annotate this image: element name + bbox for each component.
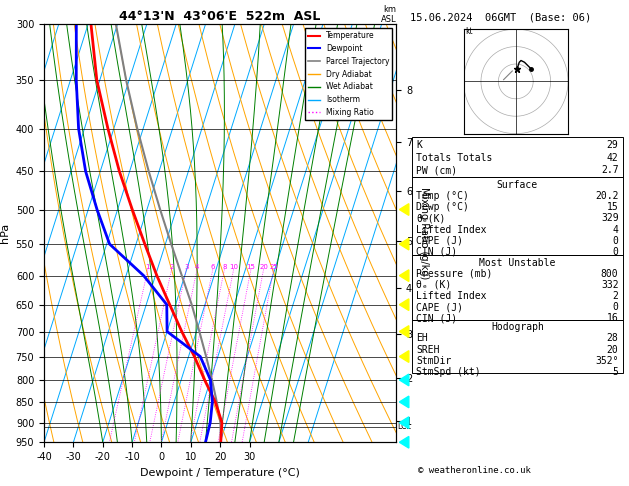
Title: 44°13'N  43°06'E  522m  ASL: 44°13'N 43°06'E 522m ASL (120, 10, 321, 23)
Text: SREH: SREH (416, 345, 440, 355)
Text: 4: 4 (195, 263, 199, 270)
Text: kt: kt (465, 27, 473, 36)
Text: 1: 1 (145, 263, 150, 270)
Text: CIN (J): CIN (J) (416, 247, 457, 257)
Text: 10: 10 (229, 263, 238, 270)
Text: 332: 332 (601, 280, 618, 290)
Text: © weatheronline.co.uk: © weatheronline.co.uk (418, 466, 531, 475)
Text: 28: 28 (607, 333, 618, 344)
Text: PW (cm): PW (cm) (416, 165, 457, 175)
Text: 8: 8 (222, 263, 226, 270)
Text: Lifted Index: Lifted Index (416, 291, 487, 301)
Text: 329: 329 (601, 213, 618, 224)
Text: Dewp (°C): Dewp (°C) (416, 202, 469, 212)
Text: 20: 20 (259, 263, 268, 270)
Text: LCL: LCL (397, 422, 411, 431)
Y-axis label: hPa: hPa (0, 223, 10, 243)
Text: Surface: Surface (497, 180, 538, 190)
Text: 5: 5 (613, 367, 618, 377)
Text: 800: 800 (601, 269, 618, 279)
Text: 4: 4 (613, 225, 618, 235)
Text: km
ASL: km ASL (381, 5, 396, 24)
Text: 15: 15 (247, 263, 255, 270)
Text: Hodograph: Hodograph (491, 322, 544, 332)
Text: 2.7: 2.7 (601, 165, 618, 175)
Text: 0: 0 (613, 302, 618, 312)
Text: CIN (J): CIN (J) (416, 313, 457, 324)
Text: 0: 0 (613, 247, 618, 257)
Text: 20.2: 20.2 (595, 191, 618, 201)
Text: 2: 2 (613, 291, 618, 301)
Text: Most Unstable: Most Unstable (479, 258, 555, 268)
Text: StmSpd (kt): StmSpd (kt) (416, 367, 481, 377)
Text: EH: EH (416, 333, 428, 344)
Text: 3: 3 (184, 263, 189, 270)
Text: Pressure (mb): Pressure (mb) (416, 269, 493, 279)
Text: 15: 15 (607, 202, 618, 212)
Y-axis label: Mixing Ratio (g/kg): Mixing Ratio (g/kg) (419, 187, 429, 279)
Legend: Temperature, Dewpoint, Parcel Trajectory, Dry Adiabat, Wet Adiabat, Isotherm, Mi: Temperature, Dewpoint, Parcel Trajectory… (305, 28, 392, 120)
Text: 2: 2 (169, 263, 174, 270)
Text: Totals Totals: Totals Totals (416, 153, 493, 163)
Text: 16: 16 (607, 313, 618, 324)
Text: θₑ(K): θₑ(K) (416, 213, 445, 224)
Text: StmDir: StmDir (416, 356, 452, 366)
Text: CAPE (J): CAPE (J) (416, 236, 463, 246)
Text: 20: 20 (607, 345, 618, 355)
Text: θₑ (K): θₑ (K) (416, 280, 452, 290)
Text: K: K (416, 140, 422, 150)
Text: CAPE (J): CAPE (J) (416, 302, 463, 312)
Text: Temp (°C): Temp (°C) (416, 191, 469, 201)
X-axis label: Dewpoint / Temperature (°C): Dewpoint / Temperature (°C) (140, 468, 300, 478)
Text: Lifted Index: Lifted Index (416, 225, 487, 235)
Text: 25: 25 (269, 263, 278, 270)
Text: 29: 29 (607, 140, 618, 150)
Text: 42: 42 (607, 153, 618, 163)
Text: 0: 0 (613, 236, 618, 246)
Text: 15.06.2024  06GMT  (Base: 06): 15.06.2024 06GMT (Base: 06) (410, 12, 591, 22)
Text: 6: 6 (211, 263, 215, 270)
Text: 352°: 352° (595, 356, 618, 366)
